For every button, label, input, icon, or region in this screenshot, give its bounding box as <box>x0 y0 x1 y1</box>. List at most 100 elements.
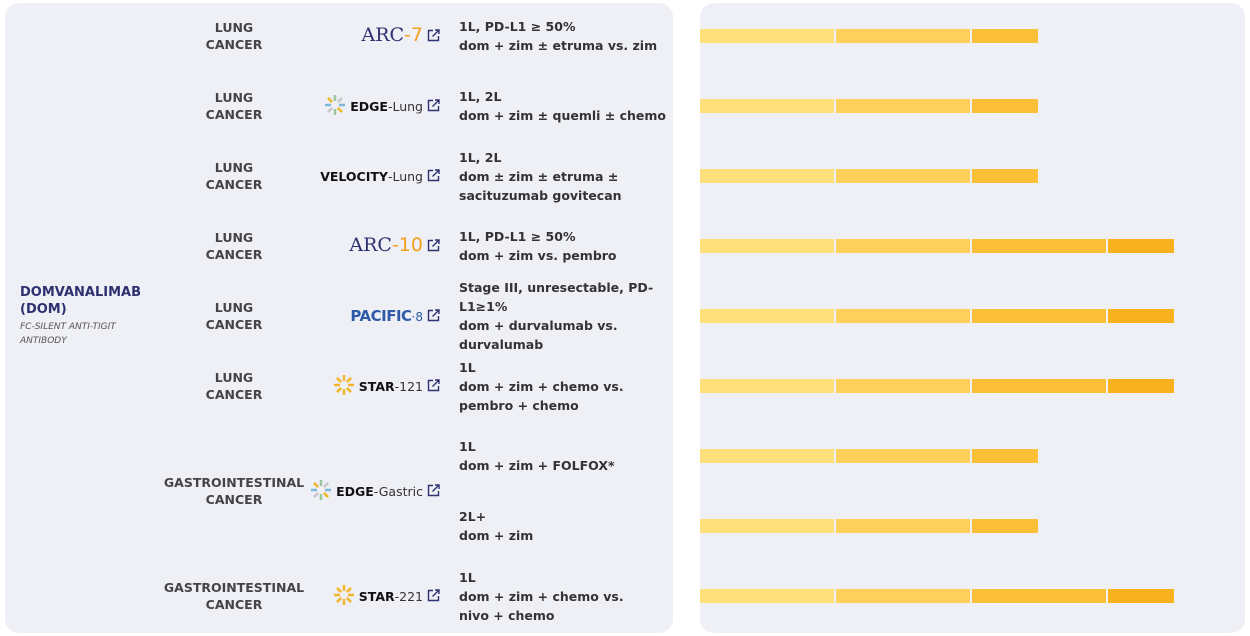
description-line: dom + zim vs. pembro <box>459 248 617 263</box>
phase-segment <box>972 589 1106 603</box>
phase-segment <box>700 309 834 323</box>
description-line: 1L, 2L <box>459 149 502 165</box>
phase-segment <box>836 309 970 323</box>
trial-description: 1L, PD-L1 ≥ 50% dom + zim vs. pembro <box>459 227 617 265</box>
phase-segment <box>700 379 834 393</box>
logo-main: EDGE <box>350 98 388 114</box>
description-line: 1L, PD-L1 ≥ 50% <box>459 19 576 34</box>
cancer-line: LUNG <box>214 160 254 175</box>
cancer-line: LUNG <box>214 90 254 105</box>
logo-icon <box>333 375 354 395</box>
phase-segment <box>972 519 1038 533</box>
logo-suffix: -7 <box>404 24 423 46</box>
logo-text: STAR-221 <box>359 586 423 605</box>
cancer-line: CANCER <box>205 247 263 262</box>
logo-suffix: -Lung <box>387 168 423 184</box>
logo-main: PACIFIC <box>350 306 412 325</box>
description-line: 1L <box>459 359 476 375</box>
description-line: durvalumab <box>459 337 544 352</box>
logo-main: ARC <box>349 234 392 256</box>
cancer-line: LUNG <box>214 20 254 35</box>
logo-text: ARC-10 <box>349 234 423 256</box>
trial-description: 1L, PD-L1 ≥ 50% dom + zim ± etruma vs. zi… <box>459 17 657 55</box>
phase-segment <box>836 519 970 533</box>
description-line: 1L, PD-L1 ≥ 50% <box>459 229 576 244</box>
external-link[interactable] <box>427 308 440 322</box>
drug-name: DOMVANALIMAB (DOM) <box>20 285 141 317</box>
logo-icon <box>325 95 346 115</box>
cancer-line: CANCER <box>205 177 263 192</box>
logo-text: PACIFIC·8 <box>350 306 423 325</box>
logo-main: STAR <box>358 588 395 604</box>
phase-segment <box>972 29 1038 43</box>
phase-segment <box>972 99 1038 113</box>
trial-logo: EDGE-Gastric <box>310 475 440 505</box>
cancer-line: GASTROINTESTINAL <box>163 580 305 595</box>
phase-segment <box>1108 309 1174 323</box>
description-line: dom + zim ± etruma vs. zim <box>459 38 658 53</box>
logo-suffix: ·8 <box>411 309 423 324</box>
external-link[interactable] <box>427 168 440 182</box>
external-link[interactable] <box>427 588 440 602</box>
external-link[interactable] <box>427 98 440 112</box>
logo-suffix: -Lung <box>387 98 423 114</box>
logo-main: VELOCITY <box>320 168 388 184</box>
trial-description: 1L, 2L dom ± zim ± etruma ± sacituzumab go… <box>459 148 622 205</box>
description-line: dom + zim + chemo vs. <box>459 588 624 604</box>
phase-segment <box>972 309 1106 323</box>
phase-segment <box>1108 239 1174 253</box>
description-line: Stage III, unresectable, PD- <box>459 280 654 295</box>
phase-segment <box>700 29 834 43</box>
cancer-type: LUNG CANCER <box>154 299 314 333</box>
trial-logo: ARC-10 <box>349 230 440 260</box>
logo-text: EDGE-Gastric <box>336 481 423 500</box>
logo-suffix: -10 <box>391 234 423 256</box>
phase-segment <box>700 449 834 463</box>
description-line: nivo + chemo <box>459 607 555 623</box>
cancer-line: CANCER <box>205 317 263 332</box>
description-line: dom + zim <box>459 528 534 543</box>
description-line: dom + zim + chemo vs. <box>459 378 624 394</box>
phase-segment <box>700 589 834 603</box>
drug-subtitle: FC-SILENT ANTI-TIGIT ANTIBODY <box>20 322 116 346</box>
external-link[interactable] <box>427 28 440 42</box>
description-line: 1L <box>459 439 476 454</box>
description-line: 1L, 2L <box>459 89 502 104</box>
trial-logo: STAR-121 <box>333 370 440 400</box>
external-link[interactable] <box>427 238 440 252</box>
cancer-line: LUNG <box>214 230 254 245</box>
phase-segment <box>836 449 970 463</box>
trial-logo: PACIFIC·8 <box>350 300 440 330</box>
logo-main: EDGE <box>336 483 374 499</box>
phase-segment <box>700 519 834 533</box>
external-link[interactable] <box>427 483 440 497</box>
phase-segment <box>700 169 834 183</box>
cancer-line: LUNG <box>214 300 254 315</box>
trial-description: 1L, 2L dom + zim ± quemli ± chemo <box>459 87 666 125</box>
phase-segment <box>972 239 1106 253</box>
external-link[interactable] <box>427 378 440 392</box>
cancer-line: GASTROINTESTINAL <box>163 475 305 490</box>
logo-text: STAR-121 <box>359 376 423 395</box>
phase-segment <box>836 169 970 183</box>
description-line: dom + durvalumab vs. <box>459 318 618 333</box>
trial-description: 1L dom + zim + chemo vs. nivo + chemo <box>459 568 624 625</box>
logo-main: STAR <box>358 378 395 394</box>
cancer-type: GASTROINTESTINAL CANCER <box>154 579 314 613</box>
logo-suffix: -Gastric <box>373 483 423 499</box>
phase-segment <box>972 169 1038 183</box>
description-line: dom ± zim ± etruma ± <box>459 168 619 184</box>
phase-segment <box>700 239 834 253</box>
trial-logo: VELOCITY-Lung <box>320 160 440 190</box>
description-line: L1≥1% <box>459 299 508 314</box>
trial-description: 1L dom + zim + FOLFOX* <box>459 437 615 475</box>
logo-icon <box>311 480 332 500</box>
cancer-line: CANCER <box>205 37 263 52</box>
logo-main: ARC <box>361 24 405 46</box>
phase-segment <box>972 449 1038 463</box>
trial-description: Stage III, unresectable, PD- L1≥1% dom + d… <box>459 278 653 354</box>
description-line: pembro + chemo <box>459 397 579 413</box>
logo-text: VELOCITY-Lung <box>320 166 423 185</box>
logo-text: EDGE-Lung <box>350 96 423 115</box>
